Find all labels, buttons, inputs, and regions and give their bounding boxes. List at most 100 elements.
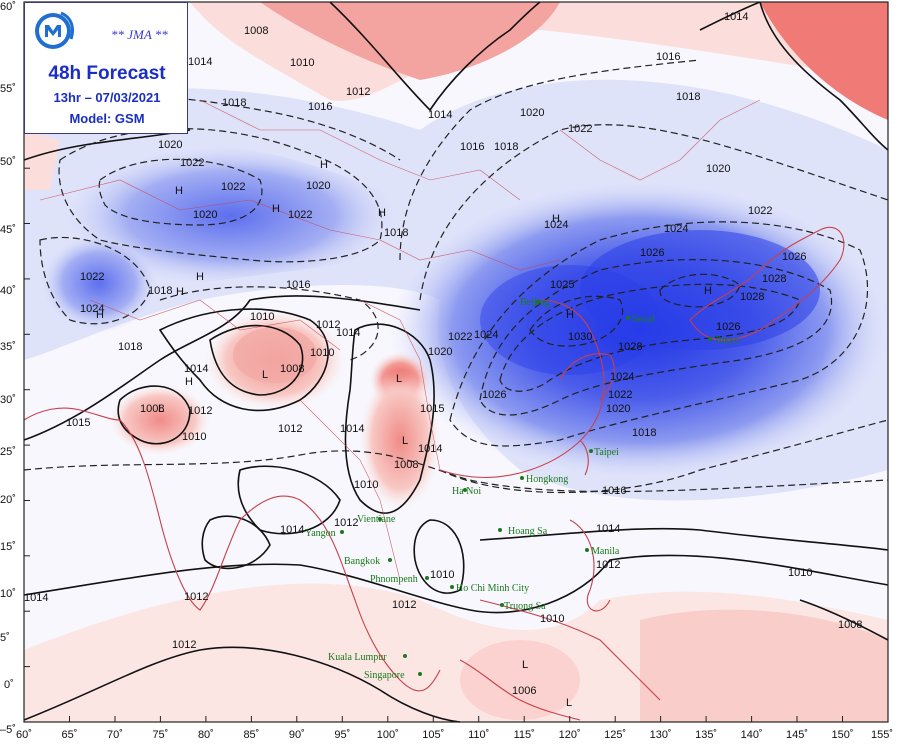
lat-label: –5˚ [0, 724, 16, 736]
isobar-label: 1026 [640, 247, 664, 259]
isobar-label: 1024 [80, 303, 104, 315]
cities: Beijing Seoul Tokyo Taipei Hongkong Ha N… [305, 297, 739, 681]
lat-label: 40˚ [0, 285, 16, 297]
lon-label: 140˚ [741, 729, 763, 741]
isobar-label: 1026 [716, 321, 740, 333]
isobar-label: 1028 [618, 341, 642, 353]
isobar-label: 1010 [430, 569, 454, 581]
isobar-label: 1018 [222, 97, 246, 109]
jma-logo-icon [35, 11, 75, 49]
isobar-label: 1014 [184, 363, 208, 375]
isobar-label: 1014 [280, 524, 304, 536]
isobar-label: 1024 [474, 329, 498, 341]
high-center: H [552, 213, 560, 225]
high-center: H [378, 207, 386, 219]
lat-label: 35˚ [0, 341, 16, 353]
isobar-label: 1022 [608, 389, 632, 401]
isobar-label: 1010 [182, 431, 206, 443]
isobar-label: 1024 [544, 219, 568, 231]
lon-label: 110˚ [468, 729, 489, 741]
isobar-label: 1012 [278, 423, 302, 435]
lon-label: 115˚ [514, 729, 535, 741]
lon-label: 75˚ [152, 729, 168, 741]
isobar-label: 1012 [316, 319, 340, 331]
page-title: 48h Forecast [48, 63, 166, 84]
isobar-label: 1015 [420, 403, 444, 415]
high-center: H [96, 309, 104, 321]
lat-label: 5˚ [0, 632, 10, 644]
isobar-label: 1018 [494, 141, 518, 153]
isobar-label: 1022 [288, 209, 312, 221]
isobar-label: 1016 [460, 141, 484, 153]
lat-axis: 60˚ 55˚ 50˚ 45˚ 40˚ 35˚ 30˚ 25˚ 20˚ 15˚ … [0, 1, 30, 736]
lon-label: 120˚ [559, 729, 581, 741]
lat-label: 20˚ [0, 494, 16, 506]
isobar-label: 1018 [118, 341, 142, 353]
valid-time: 13hr – 07/03/2021 [53, 90, 161, 105]
isobar-label: 1024 [664, 223, 688, 235]
lat-label: 0˚ [4, 679, 14, 691]
lon-label: 135˚ [695, 729, 717, 741]
isobar-label: 1020 [428, 346, 452, 358]
isobar-label: 1030 [568, 331, 592, 343]
isobar-label: 1020 [193, 209, 217, 221]
isobar-label: 1026 [782, 251, 806, 263]
isobar-label: 1008 [838, 619, 862, 631]
lon-label: 105˚ [422, 729, 444, 741]
isobar-label: 1006 [512, 685, 536, 697]
lon-label: 130˚ [650, 729, 672, 741]
isobar-label: 1015 [66, 417, 90, 429]
isobar-label: 1010 [250, 311, 274, 323]
isobar-label: 1022 [221, 181, 245, 193]
lon-label: 70˚ [107, 729, 123, 741]
city-label: Hoang Sa [508, 526, 548, 537]
lat-label: 50˚ [0, 156, 16, 168]
isobar-label: 1010 [310, 347, 334, 359]
pressure-centers: H H H H H H H H H H H L L L L L L [96, 159, 712, 709]
agency-label: ** JMA ** [111, 27, 168, 42]
low-center: L [158, 403, 164, 415]
isobar-label: 1014 [340, 423, 364, 435]
lon-label: 85˚ [243, 729, 259, 741]
high-center: H [176, 286, 184, 298]
isobar-label: 1012 [596, 559, 620, 571]
city-label: Seoul [632, 314, 655, 325]
isobar-label: 1012 [188, 405, 212, 417]
isobar-label: 1016 [286, 279, 310, 291]
city-label: Taipei [594, 447, 619, 458]
isobar-label: 1018 [676, 91, 700, 103]
lon-label: 60˚ [16, 729, 32, 741]
lon-label: 80˚ [198, 729, 214, 741]
isobar-label: 1008 [280, 363, 304, 375]
lat-label: 60˚ [0, 1, 16, 13]
lon-label: 95˚ [334, 729, 350, 741]
low-center: L [402, 435, 408, 447]
lat-label: 15˚ [0, 541, 16, 553]
lon-axis: 60˚ 65˚ 70˚ 75˚ 80˚ 85˚ 90˚ 95˚ 100˚ 105… [16, 716, 893, 741]
lat-label: 25˚ [0, 446, 16, 458]
city-label: Bangkok [344, 556, 380, 567]
high-center: H [566, 309, 574, 321]
isobar-label: 1014 [596, 523, 620, 535]
isobar-label: 1018 [632, 427, 656, 439]
isobar-label: 1018 [384, 227, 408, 239]
lon-label: 150˚ [831, 729, 853, 741]
isobar-label: 1018 [148, 285, 172, 297]
isobar-label: 1012 [184, 591, 208, 603]
isobar-label: 1014 [188, 56, 212, 68]
isobar-label: 1024 [610, 371, 634, 383]
lat-label: 45˚ [0, 224, 16, 236]
isobar-label: 1020 [306, 180, 330, 192]
isobar-label: 1028 [762, 273, 786, 285]
isobar-label: 1010 [354, 479, 378, 491]
isobar-label: 1012 [172, 639, 196, 651]
high-center: H [272, 203, 280, 215]
city-label: Beijing [520, 297, 549, 308]
high-center: H [185, 376, 193, 388]
isobar-label: 1010 [540, 613, 564, 625]
isobar-label: 1016 [602, 485, 626, 497]
isobar-label: 1028 [740, 291, 764, 303]
isobar-label: 1020 [706, 163, 730, 175]
isobar-label: 1008 [394, 459, 418, 471]
